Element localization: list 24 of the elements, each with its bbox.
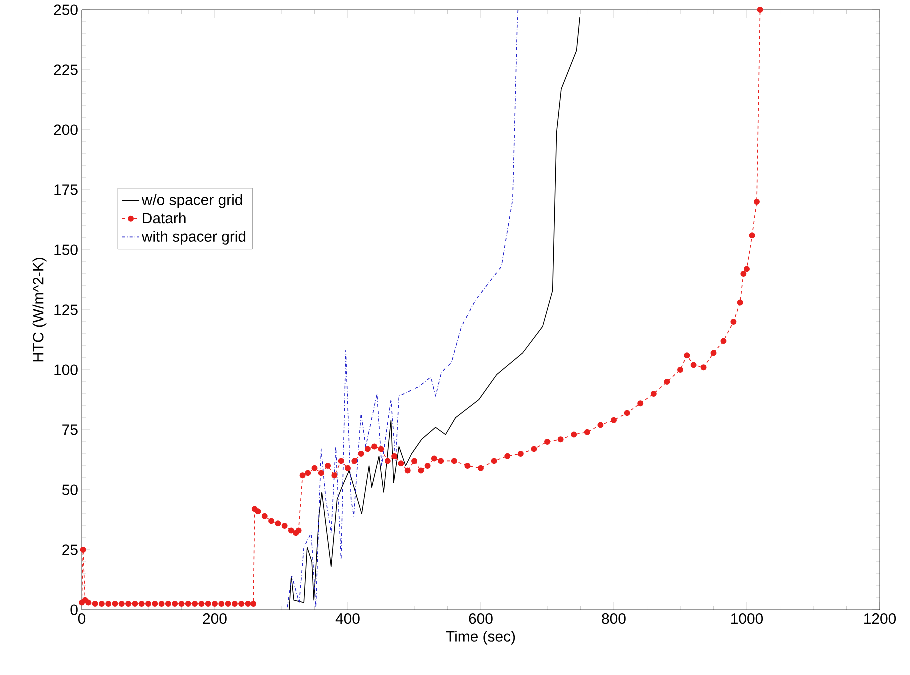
x-axis-title: Time (sec): [446, 630, 516, 645]
y-tick-label: 200: [54, 124, 78, 136]
x-tick-label: 0: [78, 614, 86, 624]
x-tick-label: 200: [203, 614, 227, 624]
x-tick-label: 1000: [732, 614, 764, 624]
y-tick-label: 150: [54, 244, 78, 256]
legend-label: Datarh: [143, 212, 186, 224]
y-tick-label: 100: [54, 364, 78, 376]
line-series: [287, 10, 519, 608]
x-tick-label: 1200: [864, 614, 896, 624]
y-tick-label: 225: [54, 64, 78, 76]
x-tick-label: 400: [336, 614, 360, 624]
x-tick-label: 600: [469, 614, 493, 624]
y-tick-label: 175: [54, 184, 78, 196]
legend-label: with spacer grid: [142, 231, 246, 245]
y-tick-label: 0: [70, 604, 78, 616]
y-axis-title: HTC (W/m^2-K): [32, 258, 47, 362]
y-tick-label: 75: [62, 424, 78, 436]
y-tick-label: 25: [62, 544, 78, 556]
y-tick-label: 250: [54, 4, 78, 16]
legend-label: w/o spacer grid: [142, 194, 242, 208]
y-tick-label: 125: [54, 304, 78, 316]
y-tick-label: 50: [62, 484, 78, 496]
x-tick-label: 800: [602, 614, 626, 624]
